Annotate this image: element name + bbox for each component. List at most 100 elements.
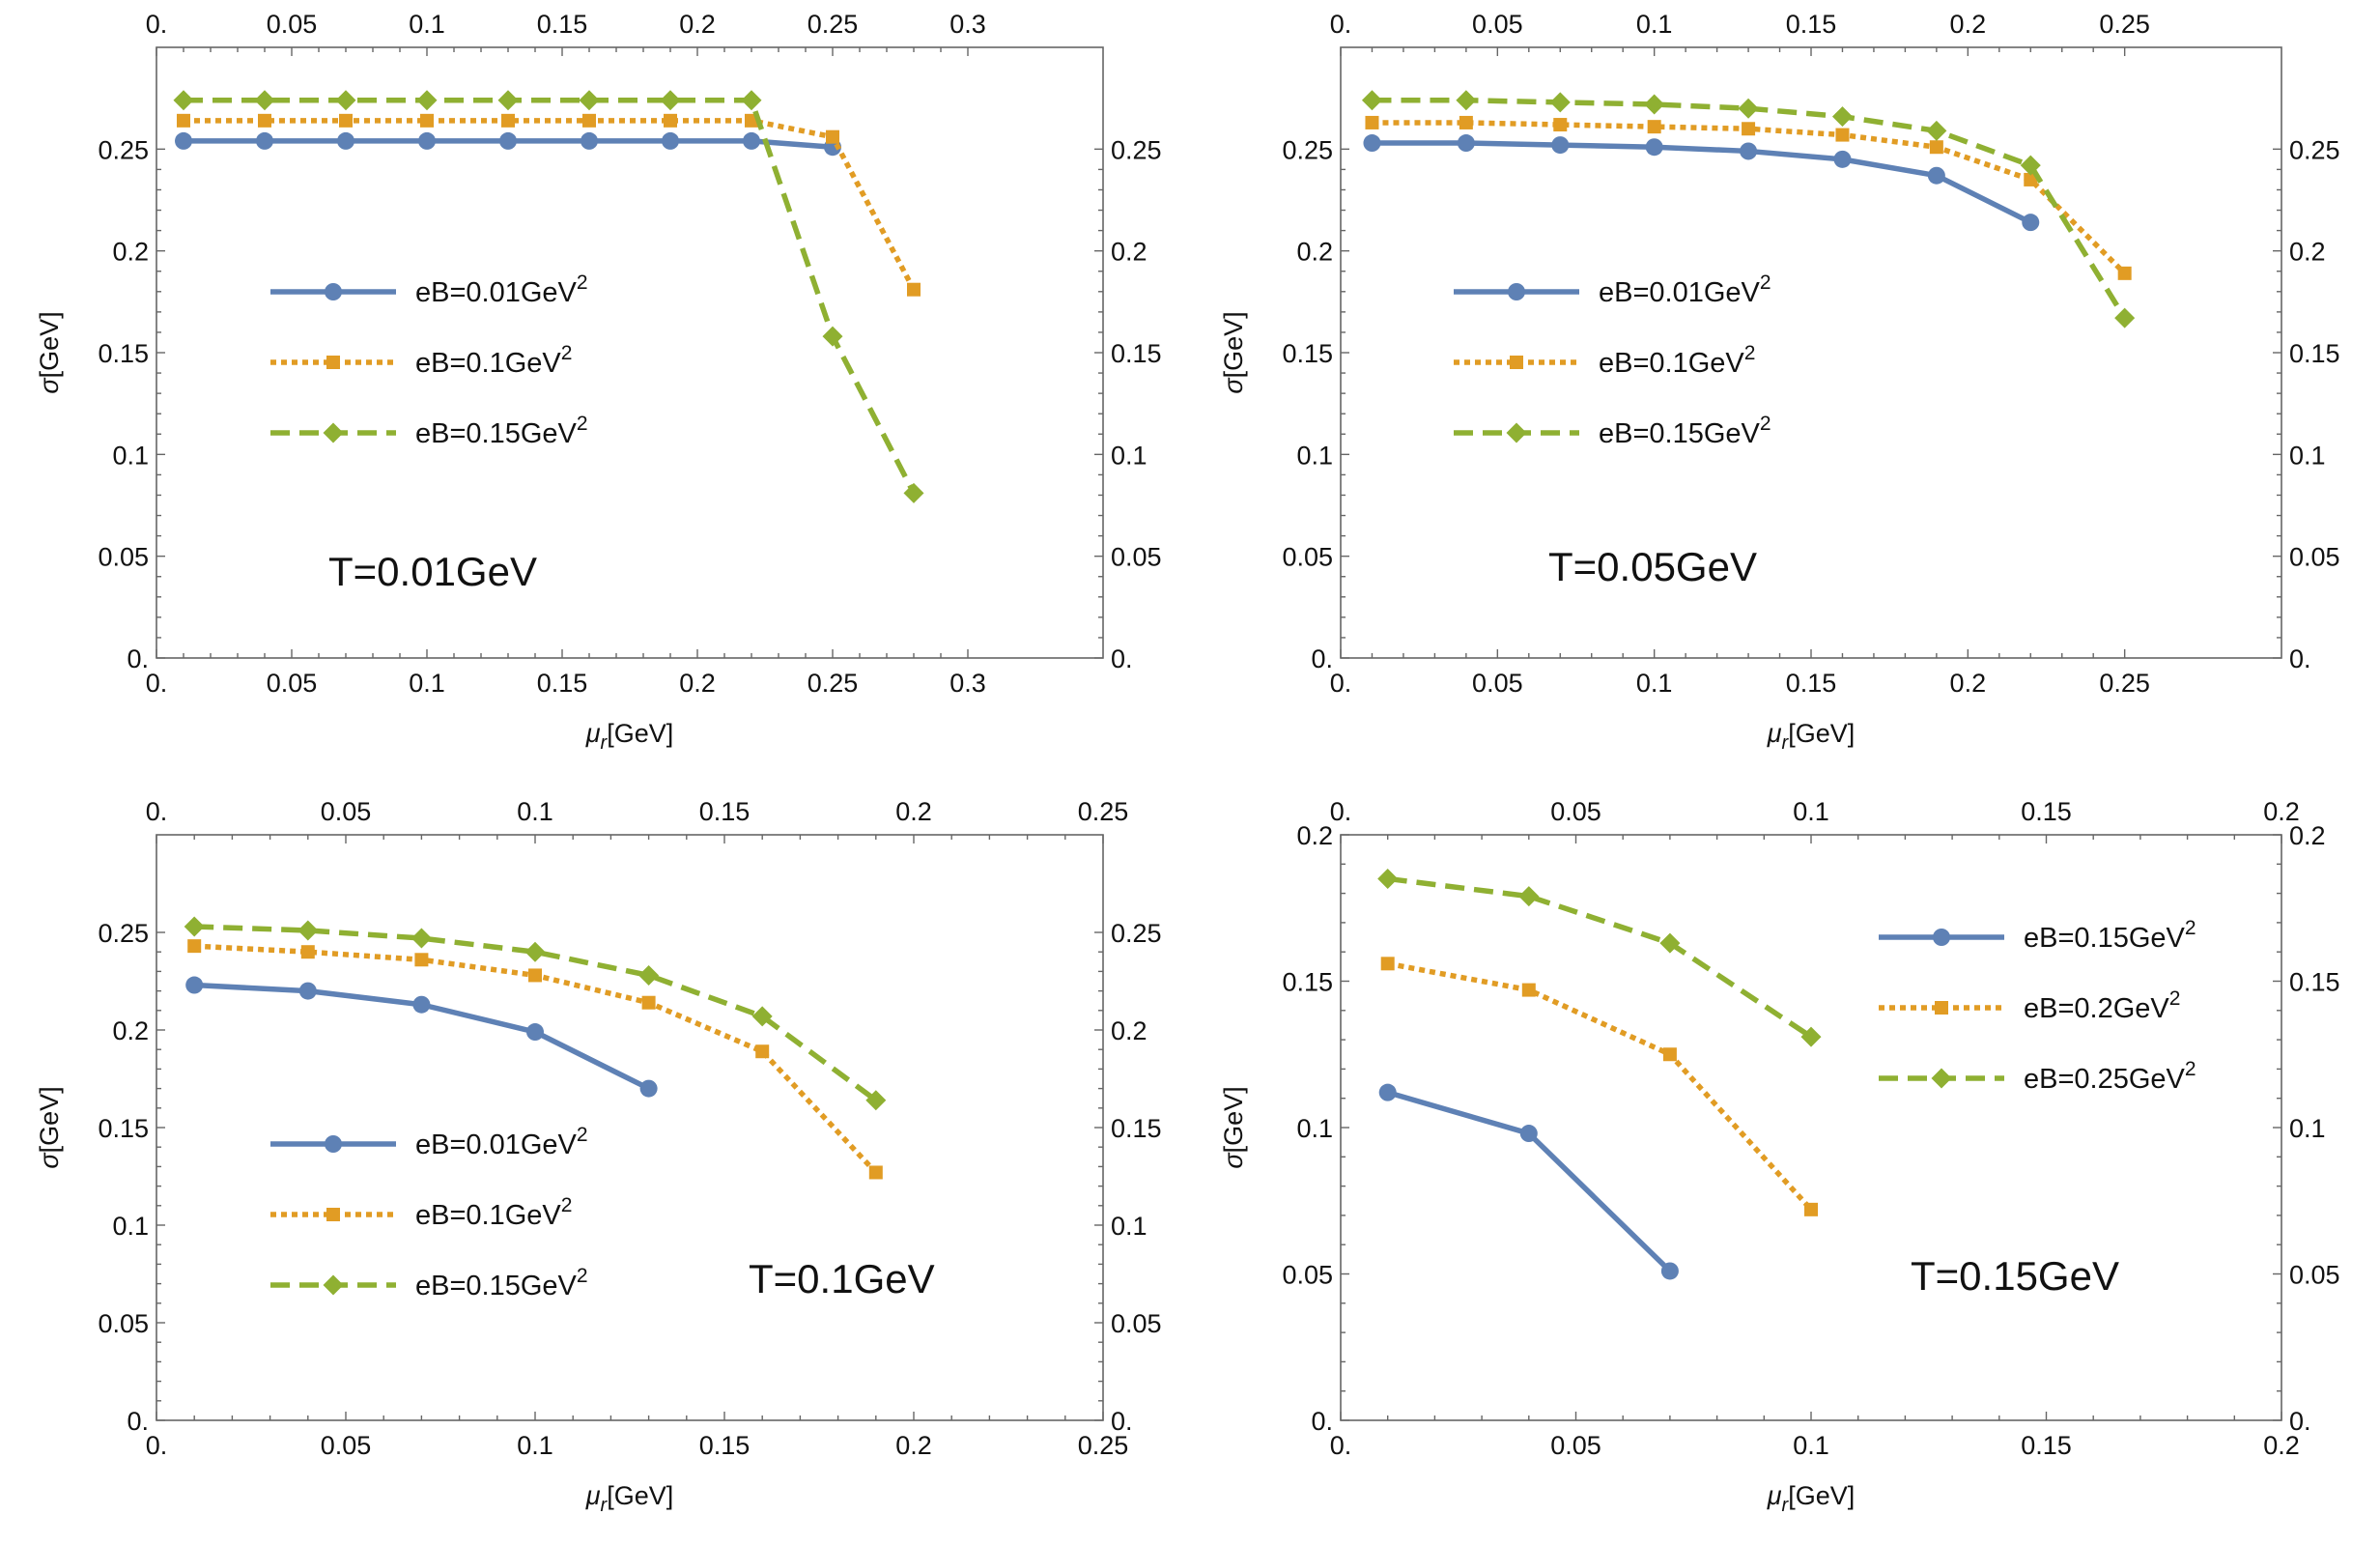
data-point xyxy=(751,1006,773,1027)
y-tick-label-left: 0. xyxy=(127,1407,149,1436)
y-tick-label-right: 0.05 xyxy=(1111,543,1162,572)
data-point xyxy=(184,916,205,937)
data-point xyxy=(1800,1026,1822,1047)
data-point xyxy=(337,131,354,150)
data-point xyxy=(185,976,204,994)
data-point xyxy=(903,482,924,503)
x-tick-label-bottom: 0.05 xyxy=(267,669,318,698)
x-tick-label-bottom: 0. xyxy=(1330,1431,1352,1460)
chart-panel-4: 0.0.0.050.050.10.10.150.150.20.20. 0.0.05… xyxy=(1219,797,2340,1516)
x-tick-label-bottom: 0.05 xyxy=(1550,1431,1601,1460)
series-1 xyxy=(1378,1083,1679,1280)
series-2 xyxy=(187,939,883,1180)
data-point xyxy=(1378,1083,1397,1101)
data-point xyxy=(1377,868,1399,889)
x-tick-label-top: 0.2 xyxy=(679,10,716,39)
data-point xyxy=(499,131,517,150)
legend-swatch-marker xyxy=(1933,929,1950,946)
x-tick-label-bottom: 0.1 xyxy=(517,1431,553,1460)
series-1 xyxy=(185,976,658,1098)
x-axis-title: μr[GeV] xyxy=(1767,719,1856,754)
y-tick-label-right: 0.15 xyxy=(1111,339,1162,368)
y-tick-label-right: 0.05 xyxy=(2289,543,2340,572)
series-3 xyxy=(1377,868,1822,1047)
y-tick-label-left: 0.05 xyxy=(98,543,149,572)
data-point xyxy=(1553,118,1568,132)
data-point xyxy=(662,131,679,150)
x-axis-title: μr[GeV] xyxy=(585,1481,674,1516)
x-tick-label-bottom: 0.2 xyxy=(1950,669,1987,698)
legend-label: eB=0.25GeV2 xyxy=(2024,1058,2196,1095)
data-point xyxy=(2022,214,2040,232)
y-tick-label-right: 0. xyxy=(1111,1407,1133,1436)
y-tick-label-left: 0.05 xyxy=(1282,543,1333,572)
chart-panel-2: 0.0.0.050.050.10.10.150.150.20.20.250.25… xyxy=(1219,10,2340,754)
legend-swatch-marker xyxy=(326,356,340,369)
legend-swatch-marker xyxy=(323,422,344,443)
y-tick-label-left: 0.1 xyxy=(1296,441,1333,470)
legend-label: eB=0.1GeV2 xyxy=(415,1194,572,1231)
series-line xyxy=(1387,875,1813,1040)
y-tick-label-left: 0.15 xyxy=(1282,339,1333,368)
data-point xyxy=(639,1079,658,1098)
x-tick-label-bottom: 0.05 xyxy=(321,1431,372,1460)
data-point xyxy=(177,113,190,128)
data-point xyxy=(741,90,762,111)
series-1 xyxy=(175,131,841,157)
x-tick-label-top: 0.05 xyxy=(267,10,318,39)
plot-frame xyxy=(156,834,1104,1421)
data-point xyxy=(420,113,434,128)
data-point xyxy=(579,90,600,111)
y-tick-label-left: 0.25 xyxy=(98,919,149,948)
legend-swatch-marker xyxy=(1931,1068,1952,1089)
y-tick-label-left: 0.1 xyxy=(1296,1114,1333,1143)
data-point xyxy=(2117,266,2132,280)
x-tick-label-top: 0. xyxy=(146,797,168,826)
data-point xyxy=(1457,134,1475,153)
y-tick-label-right: 0.2 xyxy=(2289,238,2326,267)
series-line xyxy=(1387,960,1814,1212)
series-2 xyxy=(1365,115,2132,280)
legend-label: eB=0.15GeV2 xyxy=(1599,413,1771,449)
y-tick-label-left: 0.05 xyxy=(1282,1261,1333,1290)
temperature-annotation: T=0.05GeV xyxy=(1548,544,1757,589)
x-tick-label-top: 0.05 xyxy=(1550,797,1601,826)
y-axis-title: σ[GeV] xyxy=(1219,1086,1248,1168)
plot-frame xyxy=(1340,46,2282,659)
y-tick-label-right: 0. xyxy=(2289,1407,2311,1436)
legend-label: eB=0.2GeV2 xyxy=(2024,987,2180,1024)
y-tick-label-right: 0.05 xyxy=(2289,1261,2340,1290)
x-tick-label-top: 0.1 xyxy=(1636,10,1673,39)
data-point xyxy=(528,968,542,983)
data-point xyxy=(1926,120,1947,141)
data-point xyxy=(497,90,519,111)
x-tick-label-top: 0.15 xyxy=(699,797,751,826)
x-tick-label-bottom: 0.1 xyxy=(409,669,445,698)
y-tick-label-right: 0.05 xyxy=(1111,1309,1162,1338)
x-tick-label-top: 0.25 xyxy=(2099,10,2150,39)
y-axis-title: σ[GeV] xyxy=(35,1086,64,1168)
y-tick-label-right: 0.25 xyxy=(1111,919,1162,948)
legend: eB=0.01GeV2 eB=0.1GeV2 eB=0.15GeV2 xyxy=(270,272,588,449)
y-tick-label-left: 0.2 xyxy=(1296,821,1333,850)
data-point xyxy=(187,939,202,954)
series-line xyxy=(1372,98,2128,320)
x-tick-label-bottom: 0.05 xyxy=(1472,669,1523,698)
x-tick-label-bottom: 0.1 xyxy=(1793,1431,1829,1460)
x-tick-label-bottom: 0. xyxy=(1330,669,1352,698)
data-point xyxy=(501,113,515,128)
data-point xyxy=(664,113,677,128)
legend: eB=0.01GeV2 eB=0.1GeV2 eB=0.15GeV2 xyxy=(1454,272,1771,449)
y-tick-label-right: 0.25 xyxy=(1111,135,1162,164)
legend-swatch-marker xyxy=(325,1135,342,1153)
series-line xyxy=(1386,1089,1672,1273)
x-tick-label-top: 0.05 xyxy=(1472,10,1523,39)
legend: eB=0.15GeV2 eB=0.2GeV2 eB=0.25GeV2 xyxy=(1879,917,2196,1095)
data-point xyxy=(1551,136,1570,155)
y-tick-label-left: 0. xyxy=(1311,1407,1333,1436)
legend: eB=0.01GeV2 eB=0.1GeV2 eB=0.15GeV2 xyxy=(270,1124,588,1301)
x-tick-label-top: 0.3 xyxy=(949,10,986,39)
x-tick-label-top: 0. xyxy=(1330,797,1352,826)
x-tick-label-bottom: 0.15 xyxy=(2021,1431,2072,1460)
